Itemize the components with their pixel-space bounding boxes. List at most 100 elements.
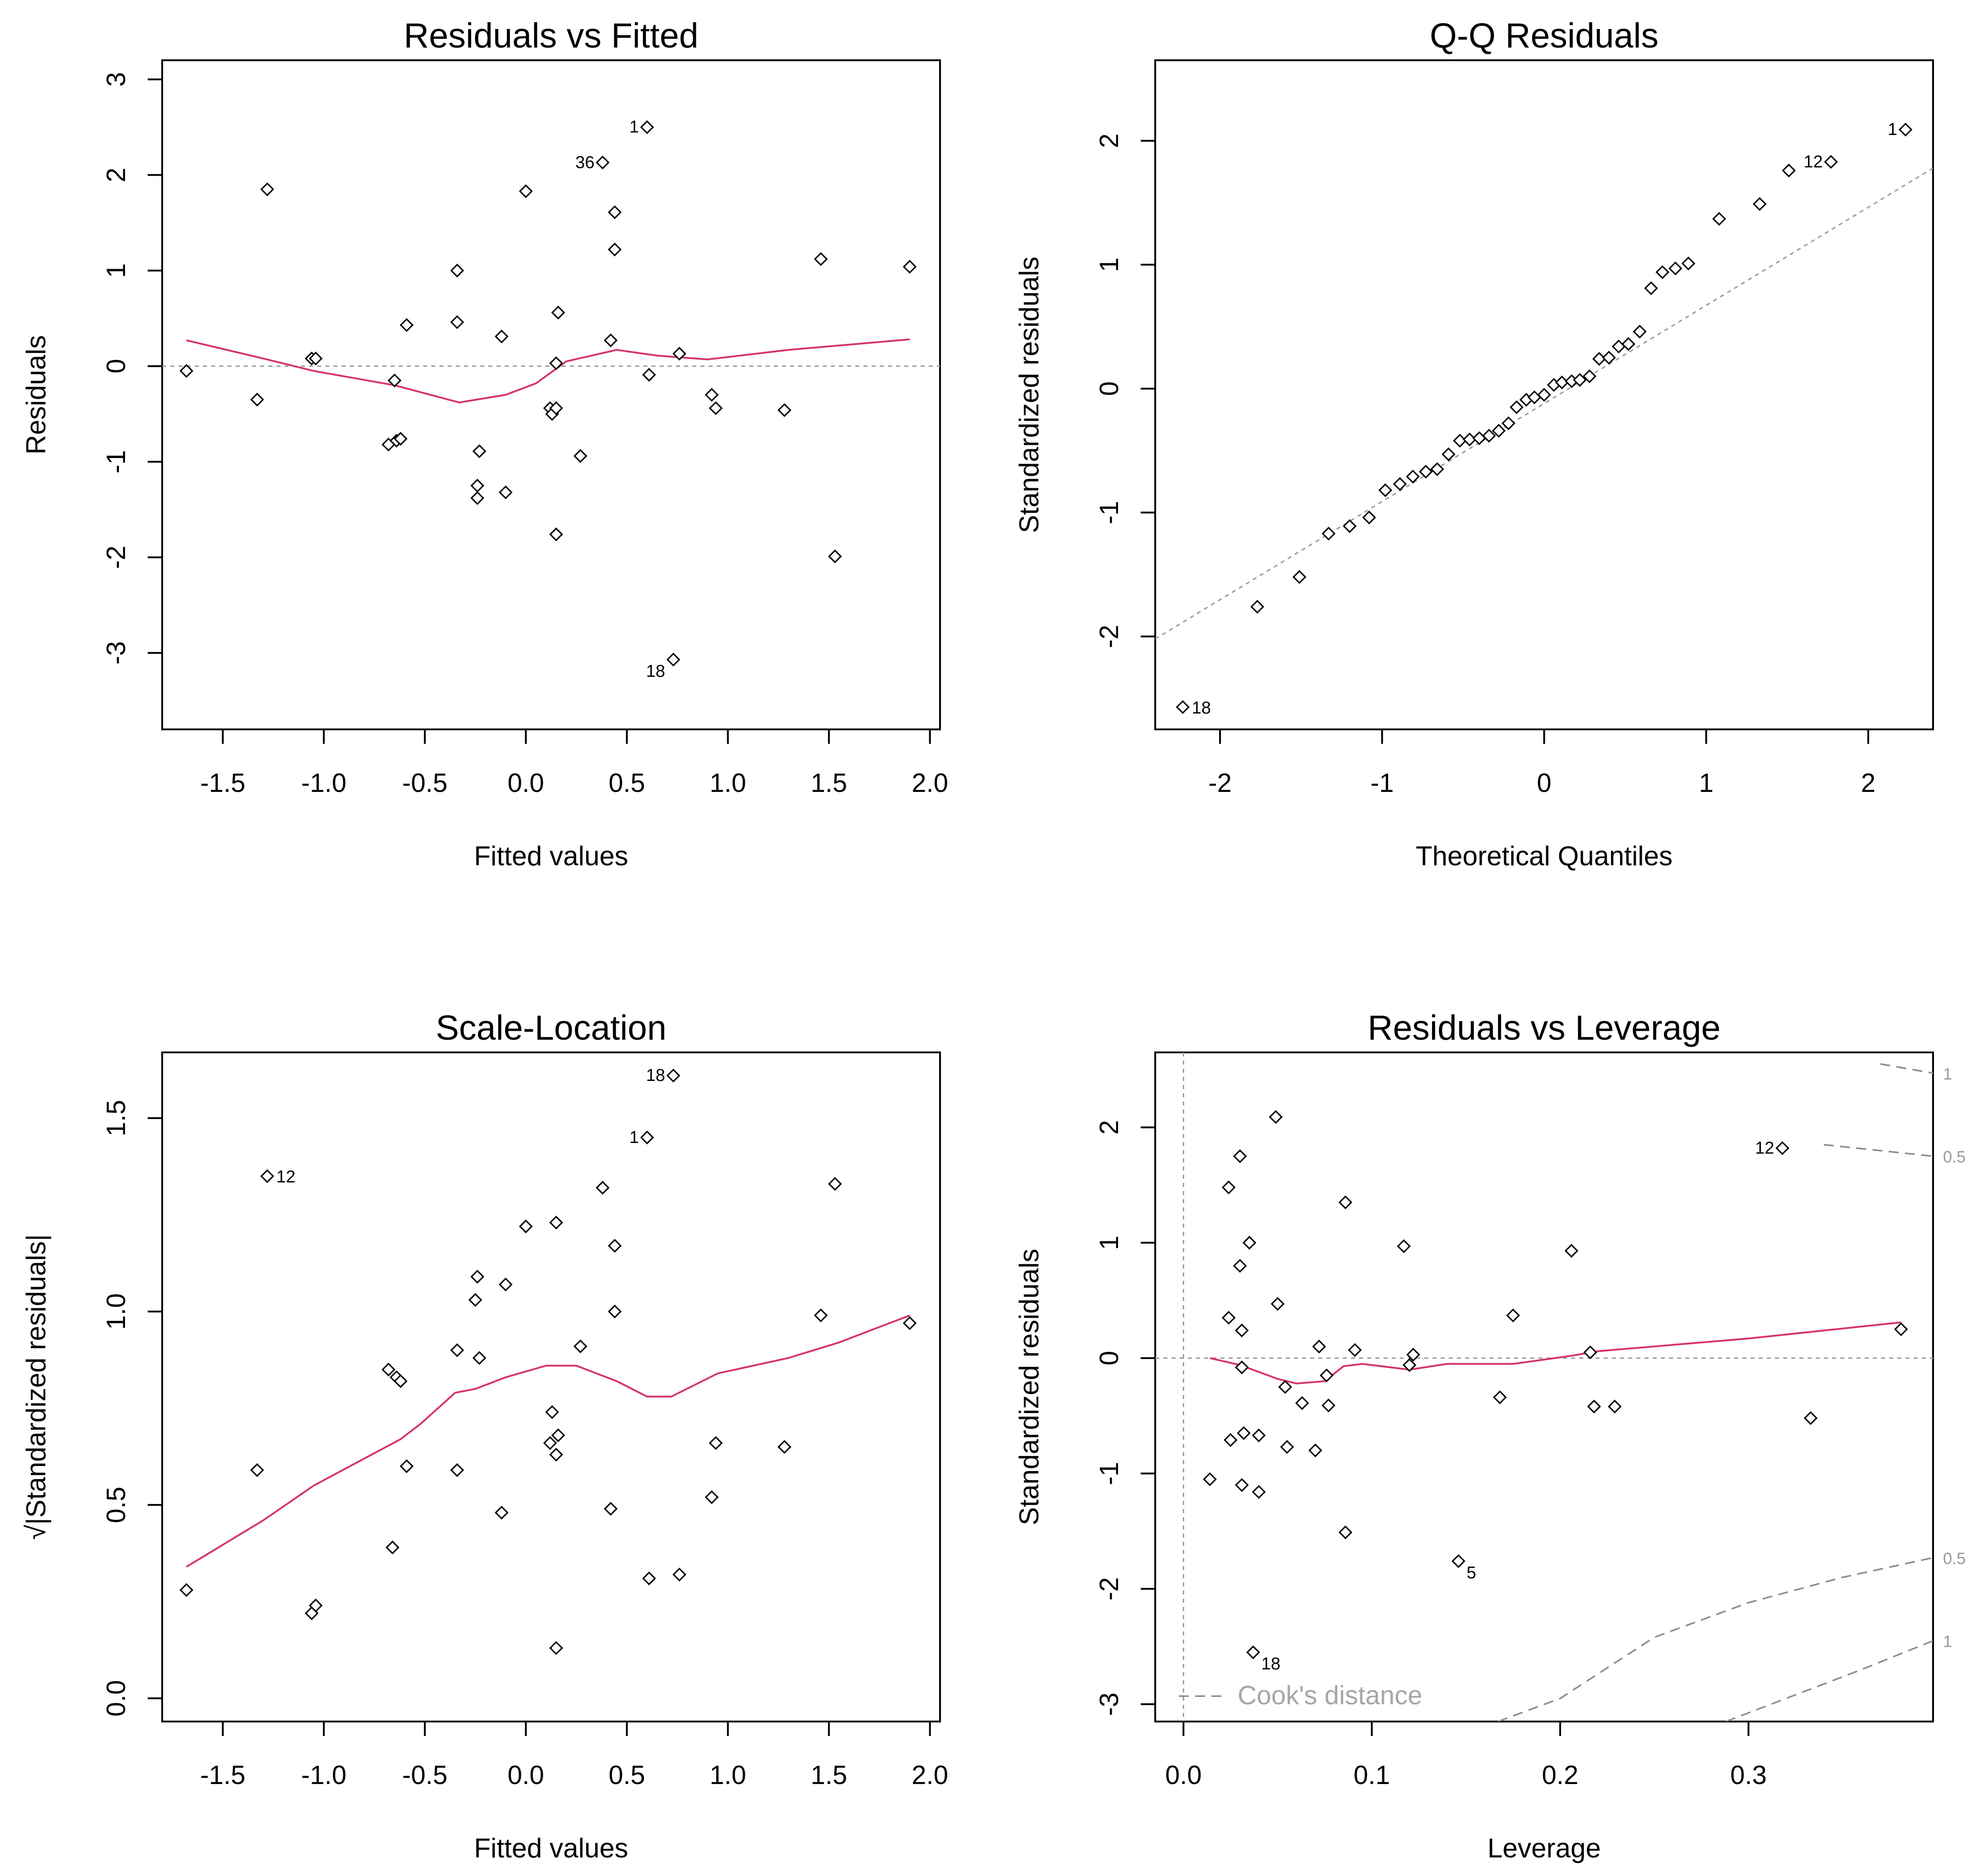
data-point <box>1587 1399 1601 1414</box>
data-point <box>1493 1390 1507 1404</box>
data-point <box>1348 1343 1362 1357</box>
cooks-distance-level-label: 1 <box>1943 1632 1952 1651</box>
data-point <box>1782 164 1796 178</box>
cooks-distance-curve <box>1497 1557 1933 1722</box>
data-point <box>494 329 509 344</box>
data-point <box>1564 1244 1579 1258</box>
data-point <box>1419 464 1433 479</box>
data-point <box>709 1436 723 1450</box>
data-point <box>595 1181 610 1195</box>
x-tick-label: 2.0 <box>911 768 948 798</box>
y-tick-label: -2 <box>1095 625 1124 648</box>
point-id-label: 5 <box>1466 1563 1476 1582</box>
data-point <box>828 1177 842 1191</box>
y-tick-label: -2 <box>1095 1577 1124 1601</box>
point-id-label: 1 <box>629 1128 639 1147</box>
data-point <box>1233 1259 1247 1273</box>
data-point <box>498 1277 513 1292</box>
y-tick-label: -1 <box>101 450 131 473</box>
x-tick-label: 0.5 <box>608 1760 645 1790</box>
data-point <box>1320 1368 1334 1383</box>
data-point <box>608 1304 622 1319</box>
data-point <box>1583 1345 1597 1360</box>
x-tick-label: 1.5 <box>810 768 847 798</box>
data-point <box>1312 1340 1326 1354</box>
x-axis-label: Leverage <box>1487 1833 1601 1863</box>
data-point <box>1775 1141 1789 1155</box>
data-point <box>1602 351 1616 365</box>
data-point <box>1611 339 1626 354</box>
legend-label: Cook's distance <box>1238 1681 1422 1710</box>
x-tick-label: 1.0 <box>709 768 746 798</box>
plot-frame <box>161 59 941 730</box>
x-tick-label: -1.5 <box>200 768 246 798</box>
plot-area <box>179 1068 917 1655</box>
data-point <box>309 352 323 366</box>
plot-area <box>162 120 940 667</box>
y-tick-label: -1 <box>1095 501 1124 525</box>
point-id-label: 18 <box>1261 1654 1280 1673</box>
y-tick-label: 2 <box>1095 134 1124 148</box>
x-tick-label: -1.0 <box>301 768 347 798</box>
data-point <box>1393 477 1407 491</box>
data-point <box>1442 447 1456 462</box>
data-point <box>608 242 622 257</box>
data-point <box>777 1440 791 1454</box>
data-point <box>1509 400 1524 415</box>
data-point <box>400 1459 414 1473</box>
data-point <box>309 1598 323 1613</box>
data-point <box>704 1490 719 1505</box>
data-point <box>777 403 791 417</box>
y-axis-label: Standardized residuals <box>1014 256 1044 533</box>
x-axis-label: Fitted values <box>474 841 628 871</box>
y-tick-label: 2 <box>101 168 131 182</box>
panel-4: Residuals vs Leverage 0.0 0.1 0.2 0.3 -3 -2 -1 0… <box>1014 1008 1966 1863</box>
data-point <box>1321 1398 1336 1413</box>
data-point <box>1621 337 1635 351</box>
data-point <box>551 1428 565 1442</box>
data-point <box>1406 469 1420 484</box>
data-point <box>472 1351 487 1365</box>
point-id-label: 12 <box>276 1167 295 1186</box>
data-point <box>1176 700 1190 714</box>
data-point <box>549 1215 563 1230</box>
y-tick-label: -3 <box>1095 1693 1124 1716</box>
data-point <box>672 347 686 361</box>
data-point <box>603 333 618 347</box>
point-id-label: 18 <box>646 1066 665 1085</box>
data-point <box>1252 1485 1266 1499</box>
data-point <box>1268 1110 1283 1124</box>
data-point <box>1633 324 1647 339</box>
cooks-distance-level-label: 1 <box>1943 1065 1952 1083</box>
smoother-line <box>1210 1321 1901 1384</box>
point-id-label: 18 <box>1192 699 1211 718</box>
data-point <box>828 549 842 564</box>
data-point <box>472 444 487 458</box>
x-axis-label: Theoretical Quantiles <box>1416 841 1673 871</box>
data-point <box>1280 1440 1294 1454</box>
data-point <box>1430 462 1444 476</box>
x-tick-label: 0.3 <box>1730 1760 1767 1790</box>
plot-frame <box>1154 1051 1934 1722</box>
x-tick-label: 0.0 <box>507 1760 544 1790</box>
data-point <box>642 367 656 382</box>
data-point <box>573 449 588 463</box>
data-point <box>1321 526 1336 541</box>
y-tick-label: -2 <box>101 545 131 569</box>
cooks-distance-curve <box>1880 1063 1933 1074</box>
y-tick-label: -3 <box>101 641 131 665</box>
data-point <box>551 305 565 320</box>
x-tick-label: 0.2 <box>1542 1760 1579 1790</box>
data-point <box>1292 570 1307 584</box>
data-point <box>640 1130 654 1145</box>
x-tick-label: -1 <box>1370 768 1394 798</box>
x-tick-label: 2 <box>1861 768 1876 798</box>
data-point <box>1402 1358 1417 1372</box>
data-point <box>393 432 408 446</box>
data-point <box>1224 1433 1238 1447</box>
data-point <box>1252 1428 1266 1442</box>
y-tick-label: 1 <box>1095 1235 1124 1250</box>
data-point <box>814 252 828 266</box>
data-point <box>595 155 610 170</box>
